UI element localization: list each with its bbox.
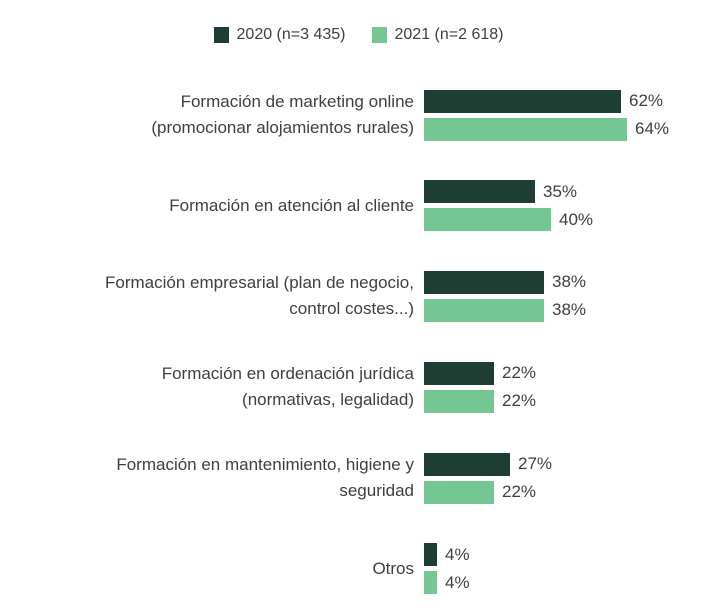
legend-swatch-2020 xyxy=(213,27,229,43)
bar-line-2020: 27% xyxy=(424,452,553,476)
bar-line-2020: 35% xyxy=(424,180,593,203)
bar-line-2021: 22% xyxy=(424,389,537,413)
bar-line-2020: 62% xyxy=(424,89,669,113)
bar-value-2020: 38% xyxy=(552,272,587,291)
bar-2021 xyxy=(424,571,437,594)
chart-row: Formación en atención al cliente 35% 40% xyxy=(0,180,717,231)
bar-line-2021: 22% xyxy=(424,480,552,504)
bar-group: 27% 22% xyxy=(424,452,553,504)
bar-2020 xyxy=(424,270,544,294)
bar-value-2021: 22% xyxy=(502,391,537,410)
category-label: Formación empresarial (plan de negocio, c… xyxy=(105,273,414,318)
bar-line-2020: 4% xyxy=(424,543,470,566)
category-label: Otros xyxy=(372,558,414,578)
bar-value-2021: 38% xyxy=(552,300,587,319)
bar-2020 xyxy=(424,89,621,113)
legend-swatch-2021 xyxy=(371,27,387,43)
chart-legend: 2020 (n=3 435) 2021 (n=2 618) xyxy=(0,25,717,45)
chart-row: Formación de marketing online (promociona… xyxy=(0,89,717,141)
bar-value-2020: 22% xyxy=(502,363,537,382)
bar-group: 4% 4% xyxy=(424,543,470,594)
bar-line-2021: 4% xyxy=(424,571,470,594)
legend-label-2020: 2020 (n=3 435) xyxy=(236,26,346,43)
bar-line-2021: 64% xyxy=(424,117,670,141)
bar-line-2021: 38% xyxy=(424,298,587,322)
bar-2020 xyxy=(424,452,510,476)
bar-2021 xyxy=(424,208,551,231)
bar-value-2021: 22% xyxy=(502,482,537,501)
bar-value-2020: 35% xyxy=(543,181,578,201)
bar-2021 xyxy=(424,117,627,141)
bar-value-2020: 62% xyxy=(629,91,664,110)
bar-value-2020: 27% xyxy=(518,454,553,473)
chart-rows: Formación de marketing online (promociona… xyxy=(0,89,717,594)
bar-2021 xyxy=(424,389,494,413)
bar-group: 38% 38% xyxy=(424,270,587,322)
bar-line-2021: 40% xyxy=(424,208,593,231)
bar-line-2020: 22% xyxy=(424,361,537,385)
bar-line-2020: 38% xyxy=(424,270,587,294)
legend-item-2021: 2021 (n=2 618) xyxy=(371,26,504,44)
category-label: Formación en ordenación jurídica (normati… xyxy=(161,364,414,409)
category-label: Formación en mantenimiento, higiene y seg… xyxy=(116,455,414,500)
legend-label-2021: 2021 (n=2 618) xyxy=(394,26,504,43)
bar-2020 xyxy=(424,543,437,566)
bar-value-2020: 4% xyxy=(445,544,470,564)
bar-2021 xyxy=(424,480,494,504)
bar-group: 62% 64% xyxy=(424,89,670,141)
chart-row: Formación empresarial (plan de negocio, c… xyxy=(0,270,717,322)
chart-row: Otros 4% 4% xyxy=(0,543,717,594)
bar-value-2021: 4% xyxy=(445,572,470,592)
bar-2020 xyxy=(424,180,535,203)
bar-2021 xyxy=(424,298,544,322)
category-label: Formación en atención al cliente xyxy=(169,195,414,215)
category-label: Formación de marketing online (promociona… xyxy=(151,92,414,137)
bar-2020 xyxy=(424,361,494,385)
bar-group: 22% 22% xyxy=(424,361,537,413)
legend-item-2020: 2020 (n=3 435) xyxy=(213,26,346,44)
bar-group: 35% 40% xyxy=(424,180,593,231)
chart-row: Formación en mantenimiento, higiene y seg… xyxy=(0,452,717,504)
bar-value-2021: 40% xyxy=(559,209,594,229)
chart-row: Formación en ordenación jurídica (normati… xyxy=(0,361,717,413)
bar-value-2021: 64% xyxy=(635,119,670,138)
